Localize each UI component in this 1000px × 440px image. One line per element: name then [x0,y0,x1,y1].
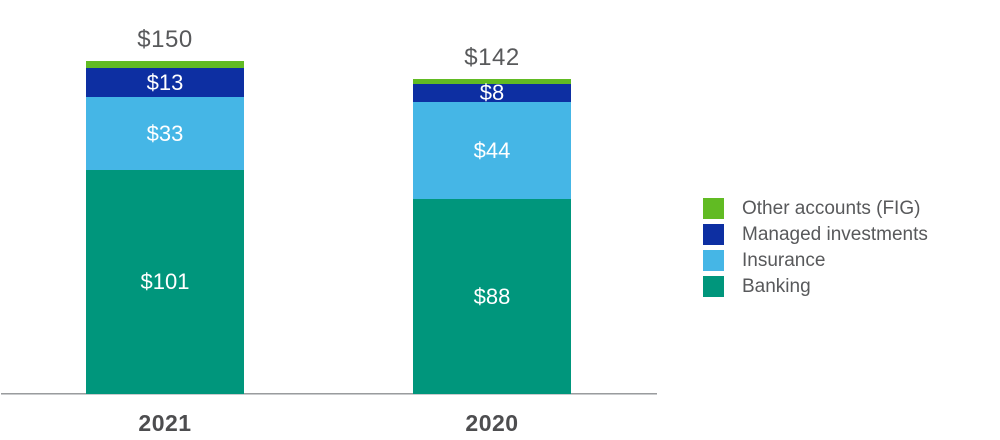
bar-group-2021: $150 $13 $33 $101 [86,26,244,394]
legend-item-insurance: Insurance [703,250,928,271]
bar-stack: $8 $44 $88 [413,79,571,394]
bar-segment-other-accounts-fig [413,79,571,84]
legend-swatch-other-accounts-icon [703,198,724,219]
legend-swatch-insurance-icon [703,250,724,271]
bar-segment-other-accounts-fig [86,61,244,68]
x-axis-label-2020: 2020 [465,410,519,436]
bar-total-label: $142 [464,44,520,71]
bar-total-label: $150 [137,26,193,53]
legend-label: Banking [742,276,811,297]
legend-item-other-accounts: Other accounts (FIG) [703,198,928,219]
segment-value-label: $101 [140,269,190,294]
legend: Other accounts (FIG) Managed investments… [703,198,928,302]
legend-label: Managed investments [742,224,928,245]
bar-segment-managed-investments: $8 [413,80,571,105]
segment-value-label: $44 [473,137,511,163]
bar-segment-banking: $88 [413,199,571,394]
x-axis-label-2021: 2021 [138,410,192,436]
bar-segment-insurance: $44 [413,102,571,199]
stacked-bar-chart: $150 $13 $33 $101 2021 $142 $8 $44 $88 2020 [1,26,657,436]
legend-item-managed-investments: Managed investments [703,224,928,245]
bar-stack: $13 $33 $101 [86,61,244,394]
x-axis-baseline [1,393,657,395]
bar-segment-banking: $101 [86,170,244,394]
segment-value-label: $8 [479,80,505,105]
segment-value-label: $13 [146,69,184,95]
segment-value-label: $33 [146,120,184,146]
legend-label: Other accounts (FIG) [742,198,921,219]
bar-group-2020: $142 $8 $44 $88 [413,44,571,394]
legend-swatch-banking-icon [703,276,724,297]
segment-value-label: $88 [473,283,511,309]
bar-segment-managed-investments: $13 [86,68,244,97]
legend-label: Insurance [742,250,826,271]
bar-segment-insurance: $33 [86,97,244,170]
legend-item-banking: Banking [703,276,928,297]
legend-swatch-managed-investments-icon [703,224,724,245]
